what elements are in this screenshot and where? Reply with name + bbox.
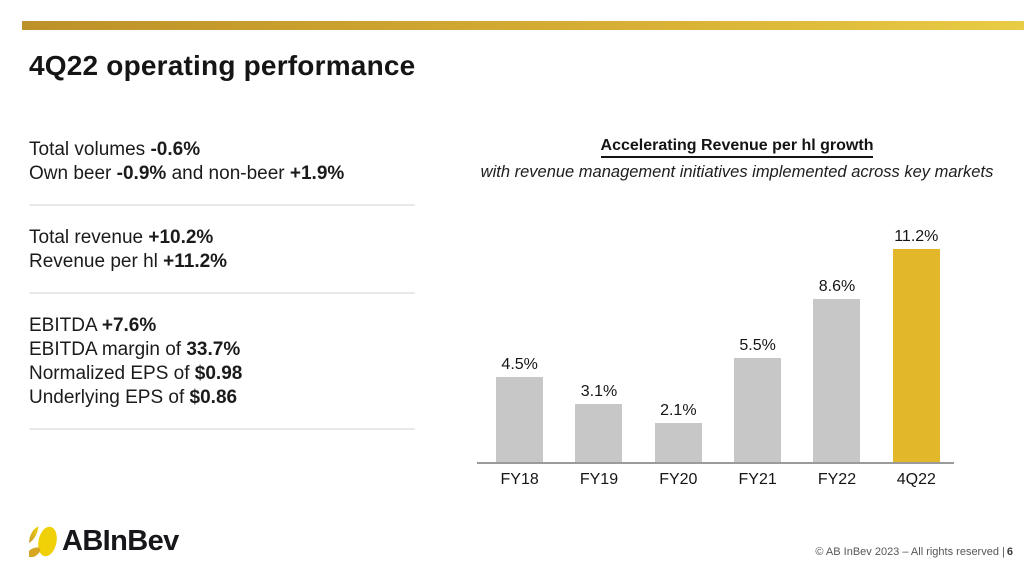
bar xyxy=(654,423,702,463)
metric-line: Total volumes -0.6% xyxy=(29,138,415,162)
slide-title: 4Q22 operating performance xyxy=(29,50,416,81)
bar-value-label: 5.5% xyxy=(739,337,776,354)
metrics-panel: Total volumes -0.6% Own beer -0.9% and no… xyxy=(29,138,415,450)
metric-text: EBITDA xyxy=(29,315,102,336)
bar-highlighted xyxy=(892,249,940,463)
metric-line: EBITDA +7.6% xyxy=(29,314,415,338)
metric-text: -0.6% xyxy=(150,139,201,160)
x-axis-tick-label: 4Q22 xyxy=(896,471,936,488)
x-axis-tick-label: FY20 xyxy=(659,471,698,488)
metric-text: Own beer xyxy=(29,163,117,184)
metric-line: Normalized EPS of $0.98 xyxy=(29,362,415,386)
metric-line: Underlying EPS of $0.86 xyxy=(29,386,415,410)
x-axis-tick-label: FY22 xyxy=(817,471,857,488)
bar xyxy=(734,358,782,463)
metric-text: EBITDA margin of xyxy=(29,339,187,360)
metric-text: Revenue per hl xyxy=(29,251,164,272)
metric-text: Total volumes xyxy=(29,139,151,160)
chart-title: Accelerating Revenue per hl growth xyxy=(600,137,874,158)
metric-text: Total revenue xyxy=(29,227,149,248)
bar-value-label: 2.1% xyxy=(660,402,697,419)
chart-column: 8.6% xyxy=(797,228,876,463)
chart-column: 2.1% xyxy=(639,228,718,463)
abinbev-logo-icon xyxy=(29,526,57,557)
bar xyxy=(575,404,623,463)
abinbev-logo-text: ABInBev xyxy=(62,525,179,557)
metric-text: $0.86 xyxy=(189,387,238,408)
chart-column: 5.5% xyxy=(718,228,797,463)
x-axis-labels: FY18 FY19 FY20 FY21 FY22 4Q22 xyxy=(480,470,956,490)
metric-text: 33.7% xyxy=(186,339,241,360)
chart-header: Accelerating Revenue per hl growth with … xyxy=(450,137,1024,182)
section-divider xyxy=(29,292,415,294)
metric-group: Total volumes -0.6% Own beer -0.9% and no… xyxy=(29,138,415,186)
bar-value-label: 8.6% xyxy=(818,278,856,295)
page-number: 6 xyxy=(1006,546,1013,558)
top-accent-bar xyxy=(22,21,1024,30)
metric-text: +11.2% xyxy=(163,251,228,272)
x-axis-tick-label: FY19 xyxy=(579,471,619,488)
metric-text: +1.9% xyxy=(289,163,345,184)
copyright-text: © AB InBev 2023 – All rights reserved | xyxy=(815,546,1005,558)
x-axis-tick-label: FY21 xyxy=(738,471,777,488)
section-divider xyxy=(29,204,415,206)
chart-column: 3.1% xyxy=(559,228,638,463)
bar-value-label: 3.1% xyxy=(580,383,618,400)
metric-line: Total revenue +10.2% xyxy=(29,226,415,250)
metric-group: Total revenue +10.2% Revenue per hl +11.2… xyxy=(29,226,415,274)
chart-subtitle: with revenue management initiatives impl… xyxy=(480,163,994,181)
footer-copyright: © AB InBev 2023 – All rights reserved | 6 xyxy=(815,546,1013,558)
metric-text: and non-beer xyxy=(166,163,290,184)
chart-title-row: Accelerating Revenue per hl growth xyxy=(450,137,1024,158)
chart-column: 11.2% xyxy=(877,228,956,463)
bar-value-label: 4.5% xyxy=(501,356,538,373)
metric-text: Normalized EPS of xyxy=(29,363,195,384)
bar xyxy=(813,299,861,463)
metric-text: $0.98 xyxy=(194,363,243,384)
abinbev-logo: ABInBev xyxy=(29,525,179,557)
chart-column: 4.5% xyxy=(480,228,559,463)
bar xyxy=(496,377,544,463)
metric-text: +10.2% xyxy=(148,227,214,248)
metric-text: -0.9% xyxy=(116,163,167,184)
bar-value-label: 11.2% xyxy=(894,228,939,245)
metric-line: Revenue per hl +11.2% xyxy=(29,250,415,274)
metric-line: EBITDA margin of 33.7% xyxy=(29,338,415,362)
bar-chart: 4.5% 3.1% 2.1% 5.5% 8.6% 11.2% xyxy=(480,228,956,463)
metric-text: +7.6% xyxy=(101,315,157,336)
x-axis-tick-label: FY18 xyxy=(500,471,539,488)
metric-line: Own beer -0.9% and non-beer +1.9% xyxy=(29,162,415,186)
section-divider xyxy=(29,428,415,430)
metric-group: EBITDA +7.6% EBITDA margin of 33.7% Normal… xyxy=(29,314,415,410)
x-axis-line xyxy=(477,462,954,464)
metric-text: Underlying EPS of xyxy=(29,387,190,408)
